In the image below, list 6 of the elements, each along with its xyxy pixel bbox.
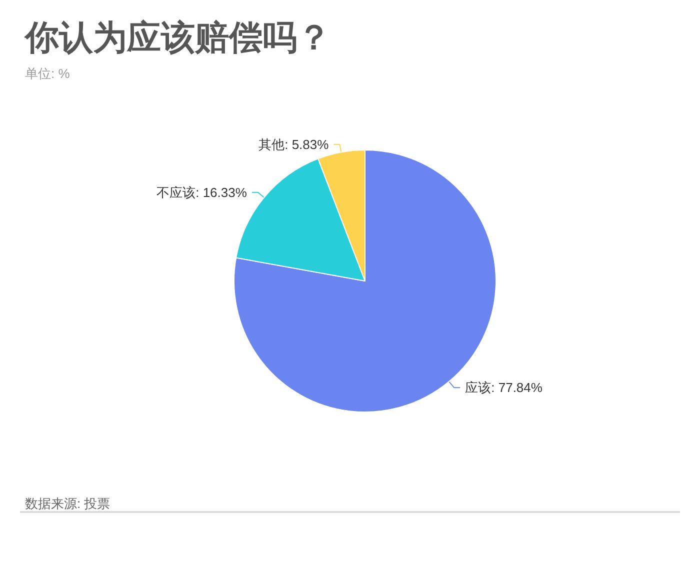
chart-title: 你认为应该赔偿吗？ <box>23 19 331 57</box>
text: 单位: % <box>25 66 70 81</box>
slice-label: 其他: 5.83% <box>258 136 330 152</box>
slice-label: 不应该: 16.33% <box>156 184 248 200</box>
slice-label: 应该: 77.84% <box>465 380 543 396</box>
source-note: 数据来源: 投票 <box>25 496 110 511</box>
